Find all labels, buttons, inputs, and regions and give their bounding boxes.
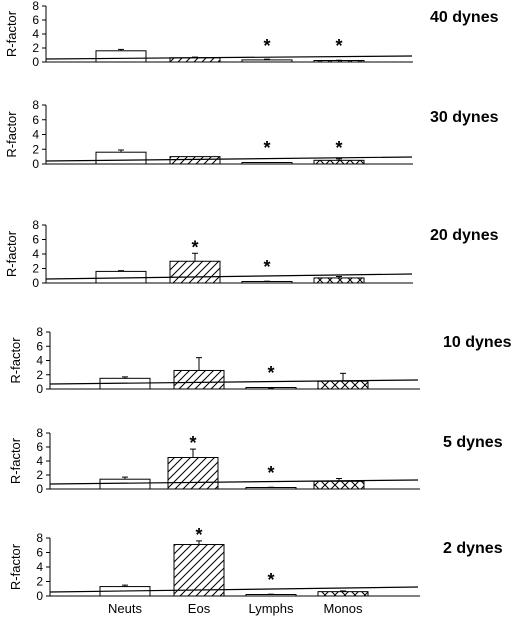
y-tick-label: 6 bbox=[36, 339, 43, 353]
reference-line bbox=[49, 586, 419, 593]
bar-lymphs bbox=[241, 59, 293, 63]
bar-monos bbox=[313, 480, 365, 490]
bar-lymphs bbox=[241, 281, 293, 284]
panel-title: 10 dynes bbox=[443, 334, 512, 351]
y-tick-label: 4 bbox=[36, 560, 43, 574]
y-tick-label: 4 bbox=[32, 247, 39, 261]
bar-neuts bbox=[95, 50, 147, 63]
bar-monos bbox=[313, 159, 365, 165]
y-tick-label: 2 bbox=[36, 368, 43, 382]
y-axis-label: R-factor bbox=[4, 111, 19, 158]
panel-title: 2 dynes bbox=[443, 540, 503, 557]
bar-monos bbox=[317, 591, 369, 597]
x-category-label: Neuts bbox=[108, 601, 142, 616]
significance-asterisk: * bbox=[191, 237, 198, 257]
reference-line bbox=[49, 379, 419, 385]
y-tick-label: 2 bbox=[36, 468, 43, 482]
y-tick-label: 2 bbox=[32, 142, 39, 156]
bar-eos bbox=[173, 544, 225, 597]
x-category-label: Lymphs bbox=[248, 601, 294, 616]
y-tick-label: 2 bbox=[32, 262, 39, 276]
y-tick-label: 6 bbox=[36, 546, 43, 560]
bar-eos bbox=[167, 457, 219, 490]
reference-line bbox=[45, 55, 413, 60]
significance-asterisk: * bbox=[267, 363, 274, 383]
bar-eos bbox=[169, 260, 221, 284]
x-category-label: Monos bbox=[323, 601, 363, 616]
reference-line bbox=[49, 479, 419, 485]
bar-lymphs bbox=[245, 594, 297, 597]
bar-eos bbox=[169, 156, 221, 165]
panel-title: 20 dynes bbox=[430, 227, 499, 244]
y-tick-label: 8 bbox=[32, 0, 39, 13]
y-tick-label: 8 bbox=[36, 531, 43, 545]
y-tick-label: 4 bbox=[36, 354, 43, 368]
bar-monos bbox=[313, 277, 365, 284]
y-tick-label: 0 bbox=[36, 482, 43, 496]
significance-asterisk: * bbox=[267, 570, 274, 590]
significance-asterisk: * bbox=[263, 257, 270, 277]
significance-asterisk: * bbox=[335, 36, 342, 56]
bar-neuts bbox=[95, 151, 147, 165]
significance-asterisk: * bbox=[189, 433, 196, 453]
y-tick-label: 6 bbox=[32, 233, 39, 247]
y-tick-label: 0 bbox=[32, 55, 39, 69]
y-tick-label: 4 bbox=[32, 128, 39, 142]
significance-asterisk: * bbox=[263, 36, 270, 56]
y-axis-label: R-factor bbox=[4, 10, 19, 57]
y-tick-label: 0 bbox=[36, 589, 43, 603]
y-tick-label: 6 bbox=[32, 13, 39, 27]
panel-title: 30 dynes bbox=[430, 109, 499, 126]
y-tick-label: 0 bbox=[32, 157, 39, 171]
y-axis-label: R-factor bbox=[8, 337, 23, 384]
panel-title: 40 dynes bbox=[430, 9, 499, 26]
y-tick-label: 0 bbox=[32, 276, 39, 290]
y-axis-label: R-factor bbox=[4, 230, 19, 277]
y-tick-label: 0 bbox=[36, 382, 43, 396]
significance-asterisk: * bbox=[267, 463, 274, 483]
y-tick-label: 4 bbox=[36, 454, 43, 468]
bar-eos bbox=[173, 369, 225, 390]
y-tick-label: 4 bbox=[32, 27, 39, 41]
reference-line bbox=[45, 273, 413, 280]
y-tick-label: 2 bbox=[36, 575, 43, 589]
bar-monos bbox=[317, 380, 369, 390]
significance-asterisk: * bbox=[263, 138, 270, 158]
y-tick-label: 8 bbox=[32, 218, 39, 232]
y-axis-label: R-factor bbox=[8, 543, 23, 590]
x-category-label: Eos bbox=[188, 601, 211, 616]
reference-line bbox=[45, 156, 413, 162]
significance-asterisk: * bbox=[335, 138, 342, 158]
y-tick-label: 6 bbox=[32, 113, 39, 127]
significance-asterisk: * bbox=[195, 525, 202, 545]
y-tick-label: 6 bbox=[36, 440, 43, 454]
y-tick-label: 2 bbox=[32, 41, 39, 55]
y-tick-label: 8 bbox=[36, 325, 43, 339]
y-tick-label: 8 bbox=[32, 98, 39, 112]
panel-title: 5 dynes bbox=[443, 434, 503, 451]
bar-neuts bbox=[99, 478, 151, 490]
y-tick-label: 8 bbox=[36, 426, 43, 440]
y-axis-label: R-factor bbox=[8, 437, 23, 484]
